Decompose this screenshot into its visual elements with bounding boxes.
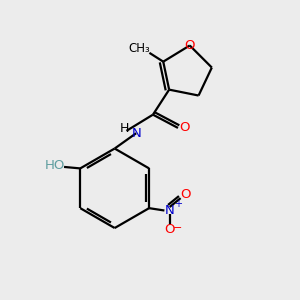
Text: HO: HO — [44, 159, 65, 172]
Text: O: O — [181, 188, 191, 201]
Text: H: H — [120, 122, 129, 135]
Text: +: + — [174, 199, 182, 209]
Text: CH₃: CH₃ — [129, 42, 151, 55]
Text: −: − — [173, 223, 183, 232]
Text: O: O — [164, 224, 175, 236]
Text: N: N — [131, 127, 141, 140]
Text: N: N — [165, 204, 175, 217]
Text: O: O — [184, 39, 195, 52]
Text: O: O — [179, 122, 190, 134]
